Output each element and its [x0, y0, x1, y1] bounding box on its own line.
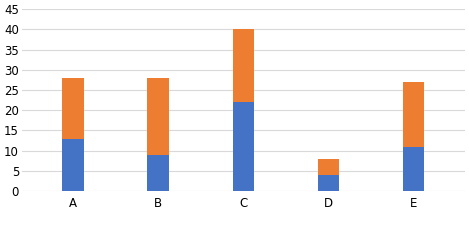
Bar: [403, 147, 424, 191]
Bar: [147, 155, 169, 191]
Bar: [233, 102, 254, 191]
Bar: [403, 82, 424, 147]
Bar: [233, 29, 254, 102]
Bar: [62, 138, 83, 191]
Bar: [62, 78, 83, 138]
Bar: [318, 159, 339, 175]
Bar: [147, 78, 169, 155]
Bar: [318, 175, 339, 191]
